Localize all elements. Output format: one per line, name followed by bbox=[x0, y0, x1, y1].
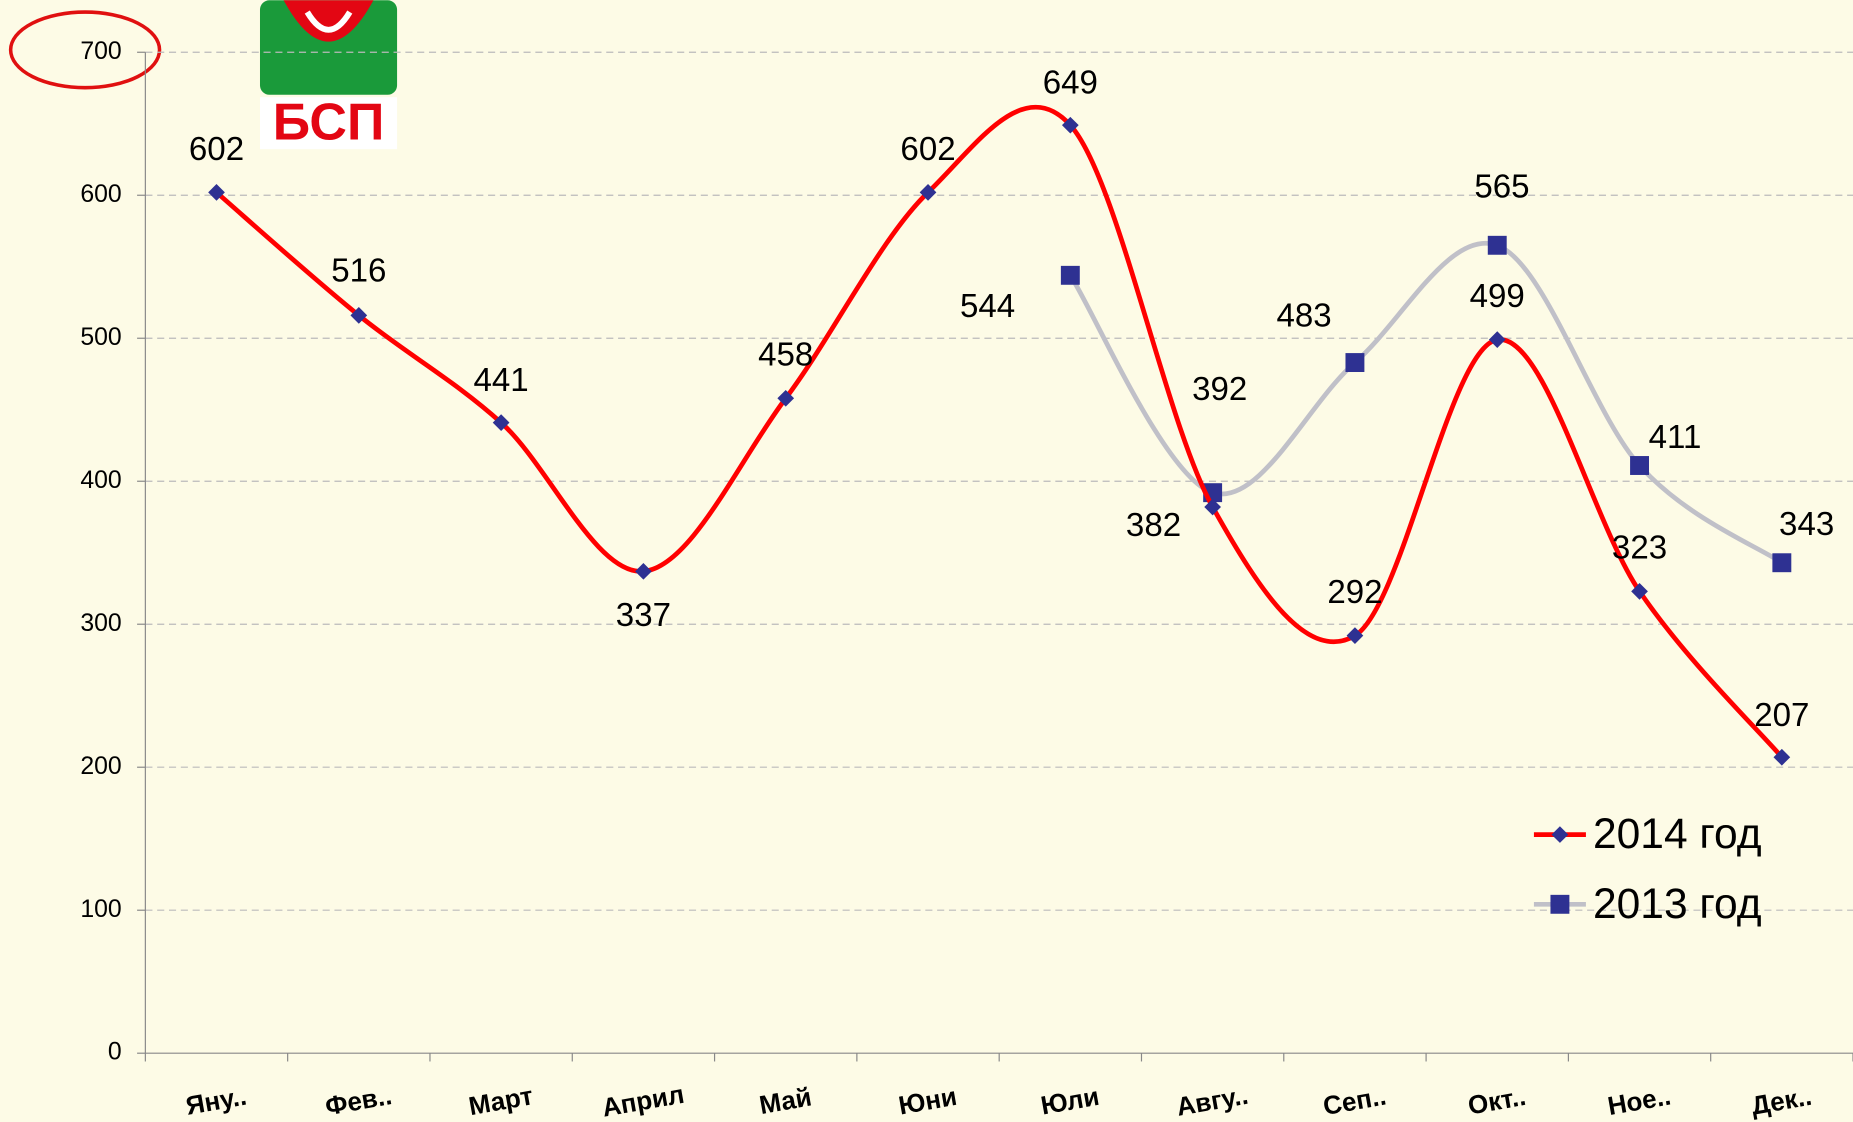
marker bbox=[1772, 553, 1792, 573]
y-tick-label: 200 bbox=[80, 753, 121, 780]
marker bbox=[1631, 582, 1648, 600]
x-tick-label: Юли bbox=[1038, 1081, 1101, 1121]
marker bbox=[1060, 265, 1080, 285]
marker bbox=[919, 184, 937, 201]
marker bbox=[1345, 353, 1365, 373]
marker bbox=[1204, 498, 1221, 516]
y-tick-label: 0 bbox=[108, 1039, 122, 1066]
data-label: 343 bbox=[1779, 506, 1834, 543]
marker bbox=[492, 414, 510, 431]
y-tick-label: 700 bbox=[80, 38, 121, 65]
data-label: 323 bbox=[1612, 530, 1667, 567]
marker bbox=[635, 562, 652, 580]
data-label: 602 bbox=[900, 131, 955, 168]
x-tick-label: Окт.. bbox=[1466, 1081, 1528, 1121]
x-tick-label: Авгу.. bbox=[1174, 1080, 1250, 1122]
data-label: 382 bbox=[1126, 507, 1181, 544]
logo-text: БСП bbox=[273, 93, 385, 151]
data-label: 602 bbox=[189, 131, 244, 168]
data-label: 292 bbox=[1327, 574, 1382, 611]
data-label: 483 bbox=[1277, 297, 1332, 334]
data-label: 392 bbox=[1192, 371, 1247, 408]
y-tick-label: 600 bbox=[80, 181, 121, 208]
y-tick-label: 400 bbox=[80, 467, 121, 494]
x-tick-label: Март bbox=[466, 1080, 535, 1121]
legend-marker bbox=[1550, 894, 1570, 914]
x-tick-label: Ное.. bbox=[1605, 1080, 1673, 1121]
data-label: 649 bbox=[1043, 65, 1098, 102]
marker bbox=[1773, 748, 1791, 766]
x-tick-label: Яну.. bbox=[184, 1081, 249, 1121]
x-tick-label: Сеп.. bbox=[1321, 1080, 1389, 1121]
x-tick-label: Фев.. bbox=[323, 1080, 394, 1121]
legend-label: 2013 год bbox=[1593, 880, 1762, 928]
y-tick-label: 100 bbox=[80, 896, 121, 923]
marker bbox=[1487, 235, 1507, 255]
data-label: 516 bbox=[331, 253, 386, 290]
logo-green bbox=[259, 0, 398, 95]
data-label: 565 bbox=[1474, 168, 1529, 205]
data-label: 411 bbox=[1649, 419, 1702, 456]
data-label: 337 bbox=[616, 597, 671, 634]
legend-label: 2014 год bbox=[1593, 810, 1762, 858]
data-label: 458 bbox=[758, 337, 813, 374]
marker bbox=[208, 184, 225, 201]
x-tick-label: Юни bbox=[896, 1081, 959, 1121]
x-tick-label: Април bbox=[600, 1079, 687, 1122]
logo: БСП bbox=[259, 0, 398, 151]
data-label: 441 bbox=[474, 362, 529, 399]
data-label: 499 bbox=[1470, 278, 1525, 315]
y-tick-label: 500 bbox=[80, 324, 121, 351]
marker bbox=[1488, 331, 1506, 349]
legend-marker bbox=[1551, 826, 1569, 843]
x-tick-label: Май bbox=[757, 1081, 814, 1120]
marker bbox=[1630, 456, 1649, 475]
highlight-ellipse bbox=[8, 10, 162, 90]
x-tick-label: Дек.. bbox=[1749, 1081, 1814, 1121]
y-tick-label: 300 bbox=[80, 610, 121, 637]
logo-bg bbox=[259, 97, 398, 150]
logo-rose bbox=[283, 0, 374, 42]
logo-rose-line bbox=[304, 10, 353, 33]
series-line bbox=[214, 104, 1784, 759]
marker bbox=[777, 389, 795, 407]
marker bbox=[350, 307, 368, 324]
data-label: 544 bbox=[960, 288, 1015, 325]
data-label: 207 bbox=[1754, 697, 1809, 734]
